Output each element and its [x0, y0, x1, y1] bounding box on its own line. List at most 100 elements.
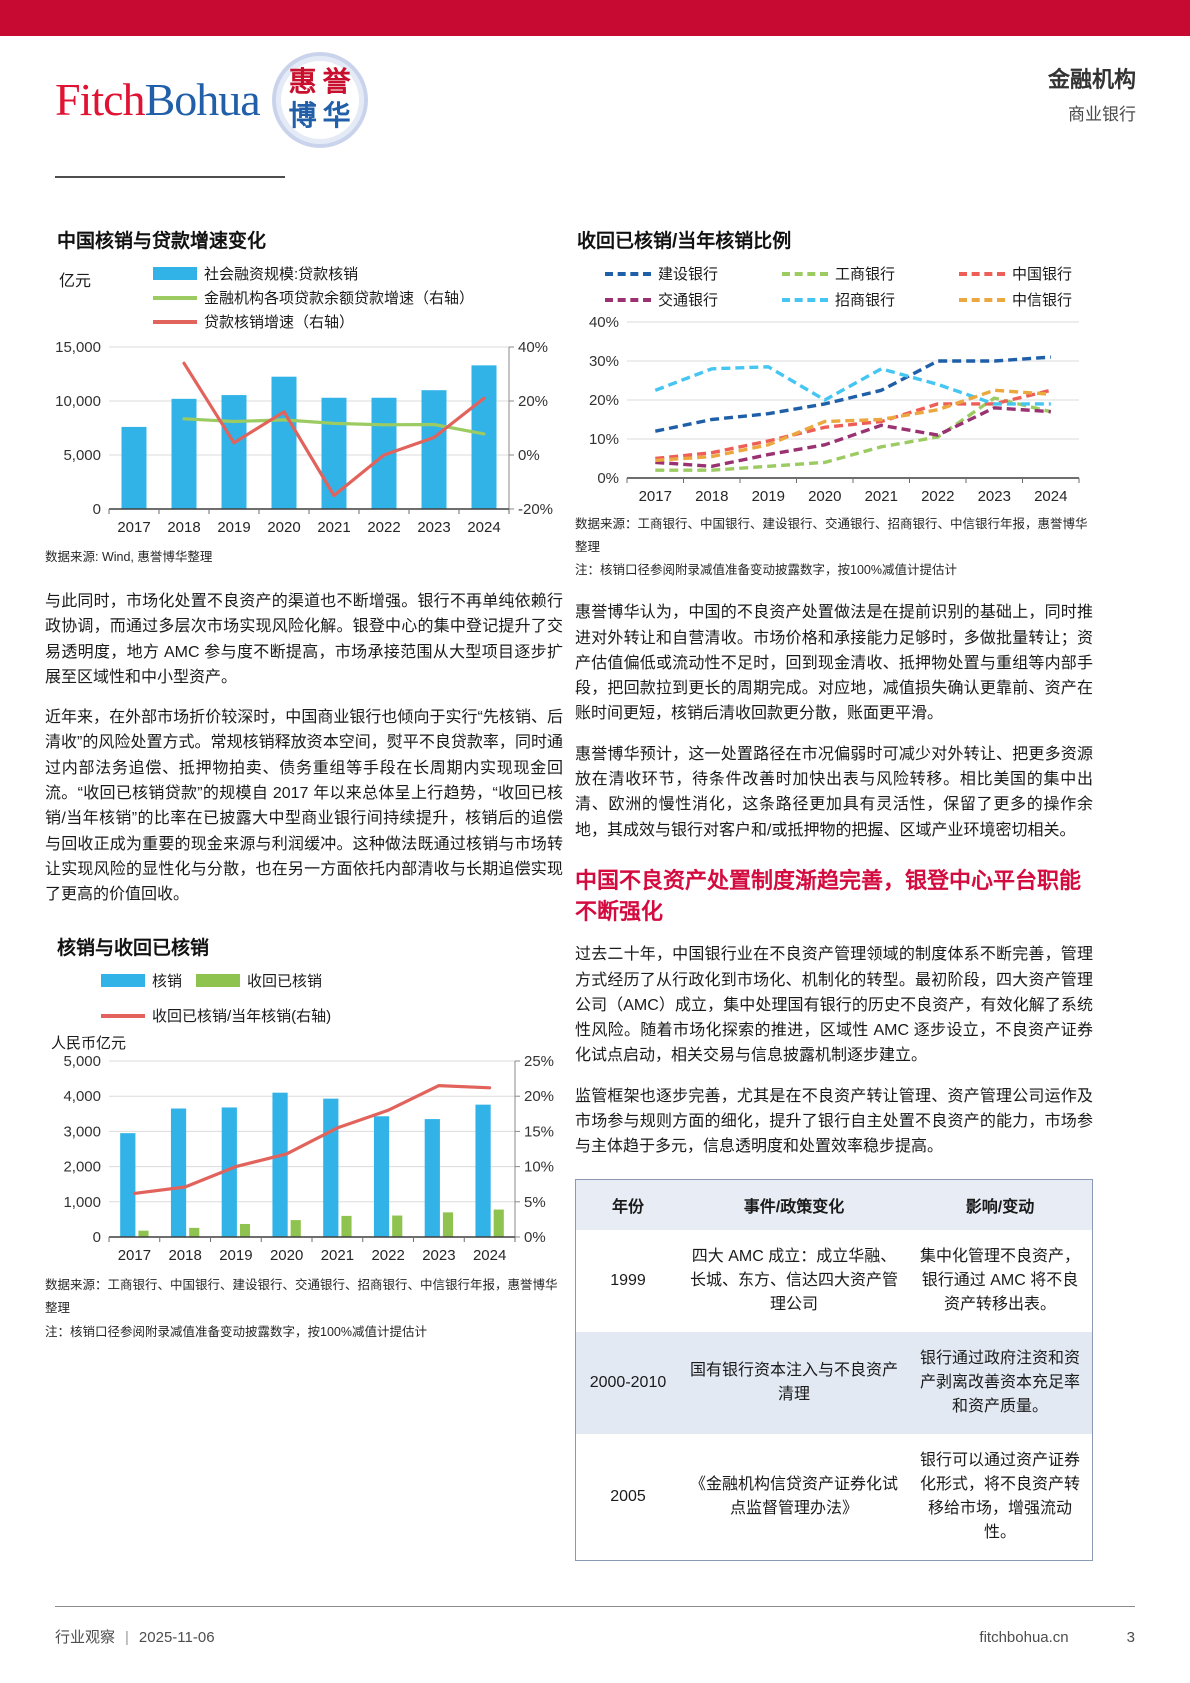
svg-text:-20%: -20%	[518, 501, 553, 518]
legend-swatch	[101, 1013, 145, 1018]
legend-item: 交通银行	[605, 289, 780, 310]
table-cell: 2005	[610, 1488, 646, 1506]
logo-bohua-text: Bohua	[144, 74, 261, 125]
legend-item: 社会融资规模:贷款核销	[153, 263, 358, 284]
svg-text:10,000: 10,000	[55, 393, 101, 410]
paragraph: 过去二十年，中国银行业在不良资产管理领域的制度体系不断完善，管理方式经历了从行政…	[575, 946, 1093, 1065]
svg-text:1,000: 1,000	[63, 1194, 101, 1211]
svg-text:15%: 15%	[524, 1124, 554, 1141]
svg-text:20%: 20%	[589, 392, 619, 409]
legend-label: 收回已核销/当年核销(右轴)	[152, 1008, 332, 1026]
legend-label: 交通银行	[658, 292, 719, 309]
svg-text:2022: 2022	[921, 488, 954, 505]
table-header-row: 年份 事件/政策变化 影响/变动	[575, 1179, 1093, 1231]
svg-text:2,000: 2,000	[63, 1159, 101, 1176]
footer-divider	[55, 1606, 1135, 1607]
legend-item: 招商银行	[782, 289, 957, 310]
paragraph: 监管框架也逐步完善，尤其是在不良资产转让管理、资产管理公司运作及市场参与规则方面…	[575, 1087, 1093, 1156]
svg-text:15,000: 15,000	[55, 339, 101, 356]
chart-writeoff-recovery: 核销与收回已核销 核销 收回已核销 收回已核销/当年核销(右轴) 人民币亿元 0 1,…	[45, 933, 563, 1343]
legend-label: 招商银行	[835, 292, 896, 309]
legend-swatch	[196, 974, 241, 988]
policy-table-body: 1999 四大 AMC 成立：成立华融、长城、东方、信达四大资产管理公司 集中化管理…	[575, 1230, 1093, 1561]
legend-swatch	[782, 297, 828, 302]
legend-swatch	[101, 974, 145, 988]
sector-title: 金融机构	[1047, 67, 1136, 92]
legend-label: 金融机构各项贷款余额贷款增速（右轴）	[204, 290, 475, 307]
chart-note-line: 注：核销口径参阅附录减值准备变动披露数字，按100%减值计提估计	[575, 563, 957, 578]
footer-label: 行业观察	[55, 1629, 116, 1646]
svg-text:2022: 2022	[371, 1247, 404, 1264]
table-cell: 银行通过政府注资和资产剥离改善资本充足率和资产质量。	[919, 1350, 1080, 1416]
chart-legend: 建设银行 工商银行 中国银行 交通银行 招商银行 中信银行	[605, 263, 1093, 310]
top-red-bar	[0, 0, 1190, 36]
legend-item: 中国银行	[959, 263, 1119, 284]
chart-legend-area: 亿元 社会融资规模:贷款核销金融机构各项贷款余额贷款增速（右轴） 贷款核销增速（右…	[45, 263, 563, 335]
svg-text:4,000: 4,000	[63, 1089, 101, 1106]
table-cell: 《金融机构信贷资产证券化试点监督管理办法》	[689, 1476, 898, 1518]
table-header-cell: 影响/变动	[908, 1179, 1093, 1231]
chart-note-line: 注：核销口径参阅附录减值准备变动披露数字，按100%减值计提估计	[45, 1324, 427, 1339]
logo-underline	[55, 176, 285, 178]
svg-text:2022: 2022	[367, 519, 400, 536]
svg-text:20%: 20%	[524, 1089, 554, 1106]
legend-item: 金融机构各项贷款余额贷款增速（右轴）	[153, 287, 474, 308]
legend-item: 建设银行	[605, 263, 780, 284]
footer-site-link[interactable]: fitchbohua.cn	[979, 1629, 1069, 1646]
svg-text:0%: 0%	[597, 470, 619, 487]
svg-text:2023: 2023	[978, 488, 1011, 505]
svg-text:0: 0	[93, 501, 101, 518]
table-cell: 集中化管理不良资产，银行通过 AMC 将不良资产转移出表。	[919, 1248, 1080, 1314]
table-cell: 银行可以通过资产证券化形式，将不良资产转移给市场，增强流动性。	[919, 1452, 1080, 1542]
legend-item: 核销	[101, 970, 182, 991]
legend-swatch	[782, 271, 828, 276]
chart-recovery-ratio-by-bank: 收回已核销/当年核销比例 建设银行 工商银行 中国银行 交通银行 招商银行 中信银行 0%…	[575, 226, 1093, 582]
y-axis-unit-label: 亿元	[59, 273, 92, 290]
chart-legend: 社会融资规模:贷款核销金融机构各项贷款余额贷款增速（右轴） 贷款核销增速（右轴）	[153, 263, 563, 332]
footer-right: fitchbohua.cn 3	[979, 1629, 1135, 1646]
policy-timeline-table: 年份 事件/政策变化 影响/变动 1999 四大 AMC 成立：成立华融、长城、东…	[575, 1179, 1093, 1562]
chart-writeoff-loan-growth: 中国核销与贷款增速变化 亿元 社会融资规模:贷款核销金融机构各项贷款余额贷款增速…	[45, 226, 563, 569]
footer-date: 2025-11-06	[138, 1629, 215, 1646]
table-header-cell: 年份	[575, 1179, 680, 1231]
svg-text:2019: 2019	[217, 519, 250, 536]
legend-label: 中信银行	[1012, 292, 1073, 309]
footer-left: 行业观察 | 2025-11-06	[55, 1626, 215, 1647]
svg-text:40%: 40%	[518, 339, 548, 356]
paragraph: 与此同时，市场化处置不良资产的渠道也不断增强。银行不再单纯依赖行政协调，而通过多…	[45, 593, 563, 686]
svg-text:40%: 40%	[589, 316, 619, 331]
paragraph: 近年来，在外部市场折价较深时，中国商业银行也倾向于实行“先核销、后清收”的风险处…	[45, 709, 563, 904]
legend-label: 中国银行	[1012, 266, 1073, 283]
legend-label: 社会融资规模:贷款核销	[204, 266, 359, 283]
legend-item: 收回已核销	[196, 970, 322, 991]
svg-text:0%: 0%	[518, 447, 540, 464]
svg-text:2017: 2017	[117, 519, 150, 536]
paragraph: 惠誉博华认为，中国的不良资产处置做法是在提前识别的基础上，同时推进对外转让和自营…	[575, 604, 1093, 723]
table-cell: 国有银行资本注入与不良资产清理	[689, 1362, 898, 1404]
legend-label: 贷款核销增速（右轴）	[204, 314, 355, 331]
svg-text:2019: 2019	[752, 488, 785, 505]
table-header-cell: 事件/政策变化	[680, 1179, 908, 1231]
svg-text:5,000: 5,000	[63, 447, 101, 464]
svg-text:2021: 2021	[865, 488, 898, 505]
legend-label: 核销	[152, 973, 183, 991]
right-column: 收回已核销/当年核销比例 建设银行 工商银行 中国银行 交通银行 招商银行 中信银行 0%…	[575, 226, 1093, 1562]
legend-item: 收回已核销/当年核销(右轴)	[101, 1005, 331, 1026]
paragraph: 惠誉博华预计，这一处置路径在市况偏弱时可减少对外转让、把更多资源放在清收环节，待…	[575, 745, 1093, 839]
svg-text:0: 0	[93, 1229, 101, 1246]
legend-swatch	[605, 271, 651, 276]
svg-text:2024: 2024	[467, 519, 500, 536]
table-row: 2000-2010 国有银行资本注入与不良资产清理 银行通过政府注资和资产剥离改善资…	[575, 1332, 1093, 1435]
chart-title: 中国核销与贷款增速变化	[57, 231, 267, 252]
table-cell: 2000-2010	[589, 1374, 667, 1392]
svg-text:2020: 2020	[270, 1247, 303, 1264]
chart-source-line: 数据来源：工商银行、中国银行、建设银行、交通银行、招商银行、中信银行年报，惠誉博…	[575, 517, 1088, 555]
svg-text:2024: 2024	[1034, 488, 1067, 505]
svg-text:10%: 10%	[524, 1159, 554, 1176]
chart-source: 数据来源：工商银行、中国银行、建设银行、交通银行、招商银行、中信银行年报，惠誉博…	[45, 1274, 563, 1343]
bohua-seal-icon: 惠 誉 博 华	[271, 52, 368, 148]
chart-source-line: 数据来源：工商银行、中国银行、建设银行、交通银行、招商银行、中信银行年报，惠誉博…	[45, 1278, 558, 1316]
table-row: 1999 四大 AMC 成立：成立华融、长城、东方、信达四大资产管理公司 集中化管理…	[576, 1230, 1093, 1332]
legend-swatch	[959, 297, 1005, 302]
